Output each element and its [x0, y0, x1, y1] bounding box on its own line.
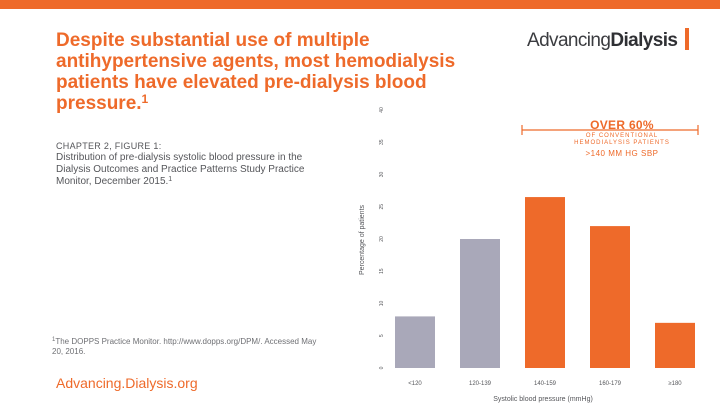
- figure-caption-body: Distribution of pre-dialysis systolic bl…: [56, 152, 305, 187]
- figure-caption-heading: CHAPTER 2, FIGURE 1:: [56, 141, 162, 151]
- logo-text-bold: Dialysis: [610, 30, 678, 51]
- y-tick-label: 0: [379, 366, 385, 369]
- logo-mark-icon: [685, 28, 690, 50]
- bar-5: [655, 322, 695, 368]
- y-axis-ticks: 0 5 10 15 20 25 30 35 40: [379, 107, 385, 369]
- y-tick-label: 20: [379, 236, 385, 242]
- top-accent-bar: [0, 0, 720, 9]
- footnote-number: 1: [52, 337, 56, 343]
- brand-logo: AdvancingDialysis: [527, 28, 690, 52]
- site-link[interactable]: Advancing.Dialysis.org: [56, 375, 198, 391]
- x-tick-label: <120: [408, 381, 422, 387]
- y-tick-label: 30: [379, 172, 385, 178]
- callout-title: OVER 60%: [590, 118, 654, 132]
- y-tick-label: 35: [379, 139, 385, 145]
- y-tick-label: 40: [379, 107, 385, 113]
- y-tick-label: 25: [379, 204, 385, 210]
- page-title-footnote-ref: 1: [141, 92, 149, 106]
- x-axis-ticks: <120 120-139 140-159 160-179 ≥180: [408, 381, 682, 387]
- logo-text-prefix: Advancing: [527, 30, 611, 51]
- bar-1: [395, 316, 435, 368]
- x-tick-label: ≥180: [668, 381, 682, 387]
- bar-3: [525, 197, 565, 368]
- y-tick-label: 10: [379, 301, 385, 307]
- bar-4: [590, 226, 630, 368]
- x-tick-label: 120-139: [469, 381, 492, 387]
- y-axis-label: Percentage of patients: [359, 204, 366, 275]
- callout-box: OVER 60% OF CONVENTIONAL HEMODIALYSIS PA…: [572, 118, 672, 158]
- page-title: Despite substantial use of multiple anti…: [56, 30, 496, 114]
- footnote-text: The DOPPS Practice Monitor. http://www.d…: [52, 337, 317, 356]
- x-tick-label: 140-159: [534, 381, 557, 387]
- figure-caption: CHAPTER 2, FIGURE 1: Distribution of pre…: [56, 140, 316, 188]
- x-axis-label: Systolic blood pressure (mmHg): [493, 396, 593, 403]
- page-title-text: Despite substantial use of multiple anti…: [56, 30, 456, 114]
- y-tick-label: 5: [379, 334, 385, 337]
- footnote: 1The DOPPS Practice Monitor. http://www.…: [52, 337, 327, 357]
- callout-detail: >140 MM HG SBP: [585, 149, 659, 158]
- x-tick-label: 160-179: [599, 381, 622, 387]
- bar-2: [460, 239, 500, 368]
- figure-caption-footnote-ref: 1: [168, 176, 173, 183]
- y-tick-label: 15: [379, 268, 385, 274]
- chart-bars: [395, 197, 695, 368]
- callout-subtitle: OF CONVENTIONAL HEMODIALYSIS PATIENTS: [574, 133, 670, 146]
